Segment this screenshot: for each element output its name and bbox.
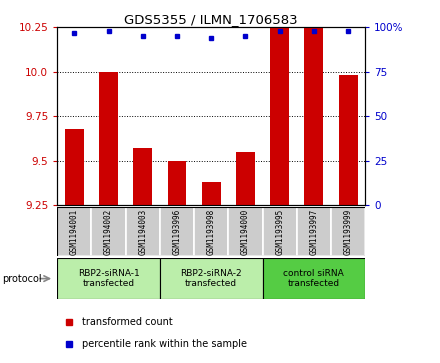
Text: percentile rank within the sample: percentile rank within the sample bbox=[82, 339, 247, 349]
Bar bbox=[57, 258, 160, 299]
Text: GSM1194000: GSM1194000 bbox=[241, 208, 250, 254]
Title: GDS5355 / ILMN_1706583: GDS5355 / ILMN_1706583 bbox=[125, 13, 298, 26]
Bar bbox=[263, 207, 297, 256]
Bar bbox=[263, 258, 365, 299]
Bar bbox=[331, 207, 365, 256]
Text: GSM1194003: GSM1194003 bbox=[138, 208, 147, 254]
Bar bbox=[99, 72, 118, 205]
Bar bbox=[297, 207, 331, 256]
Text: GSM1194002: GSM1194002 bbox=[104, 208, 113, 254]
Text: GSM1193997: GSM1193997 bbox=[309, 208, 319, 254]
Text: GSM1194001: GSM1194001 bbox=[70, 208, 79, 254]
Text: protocol: protocol bbox=[2, 274, 42, 284]
Bar bbox=[228, 207, 263, 256]
Bar bbox=[168, 160, 187, 205]
Bar bbox=[160, 207, 194, 256]
Text: transformed count: transformed count bbox=[82, 317, 173, 327]
Bar bbox=[194, 207, 228, 256]
Bar bbox=[126, 207, 160, 256]
Bar bbox=[339, 75, 358, 205]
Text: GSM1193995: GSM1193995 bbox=[275, 208, 284, 254]
Text: control siRNA
transfected: control siRNA transfected bbox=[283, 269, 344, 288]
Bar bbox=[202, 182, 220, 205]
Bar bbox=[92, 207, 126, 256]
Bar bbox=[160, 258, 263, 299]
Bar bbox=[236, 152, 255, 205]
Bar bbox=[133, 148, 152, 205]
Text: GSM1193996: GSM1193996 bbox=[172, 208, 181, 254]
Bar bbox=[270, 27, 289, 205]
Text: RBP2-siRNA-1
transfected: RBP2-siRNA-1 transfected bbox=[77, 269, 139, 288]
Text: GSM1193998: GSM1193998 bbox=[207, 208, 216, 254]
Bar bbox=[65, 129, 84, 205]
Text: RBP2-siRNA-2
transfected: RBP2-siRNA-2 transfected bbox=[180, 269, 242, 288]
Bar bbox=[57, 207, 92, 256]
Bar bbox=[304, 27, 323, 205]
Text: GSM1193999: GSM1193999 bbox=[344, 208, 352, 254]
